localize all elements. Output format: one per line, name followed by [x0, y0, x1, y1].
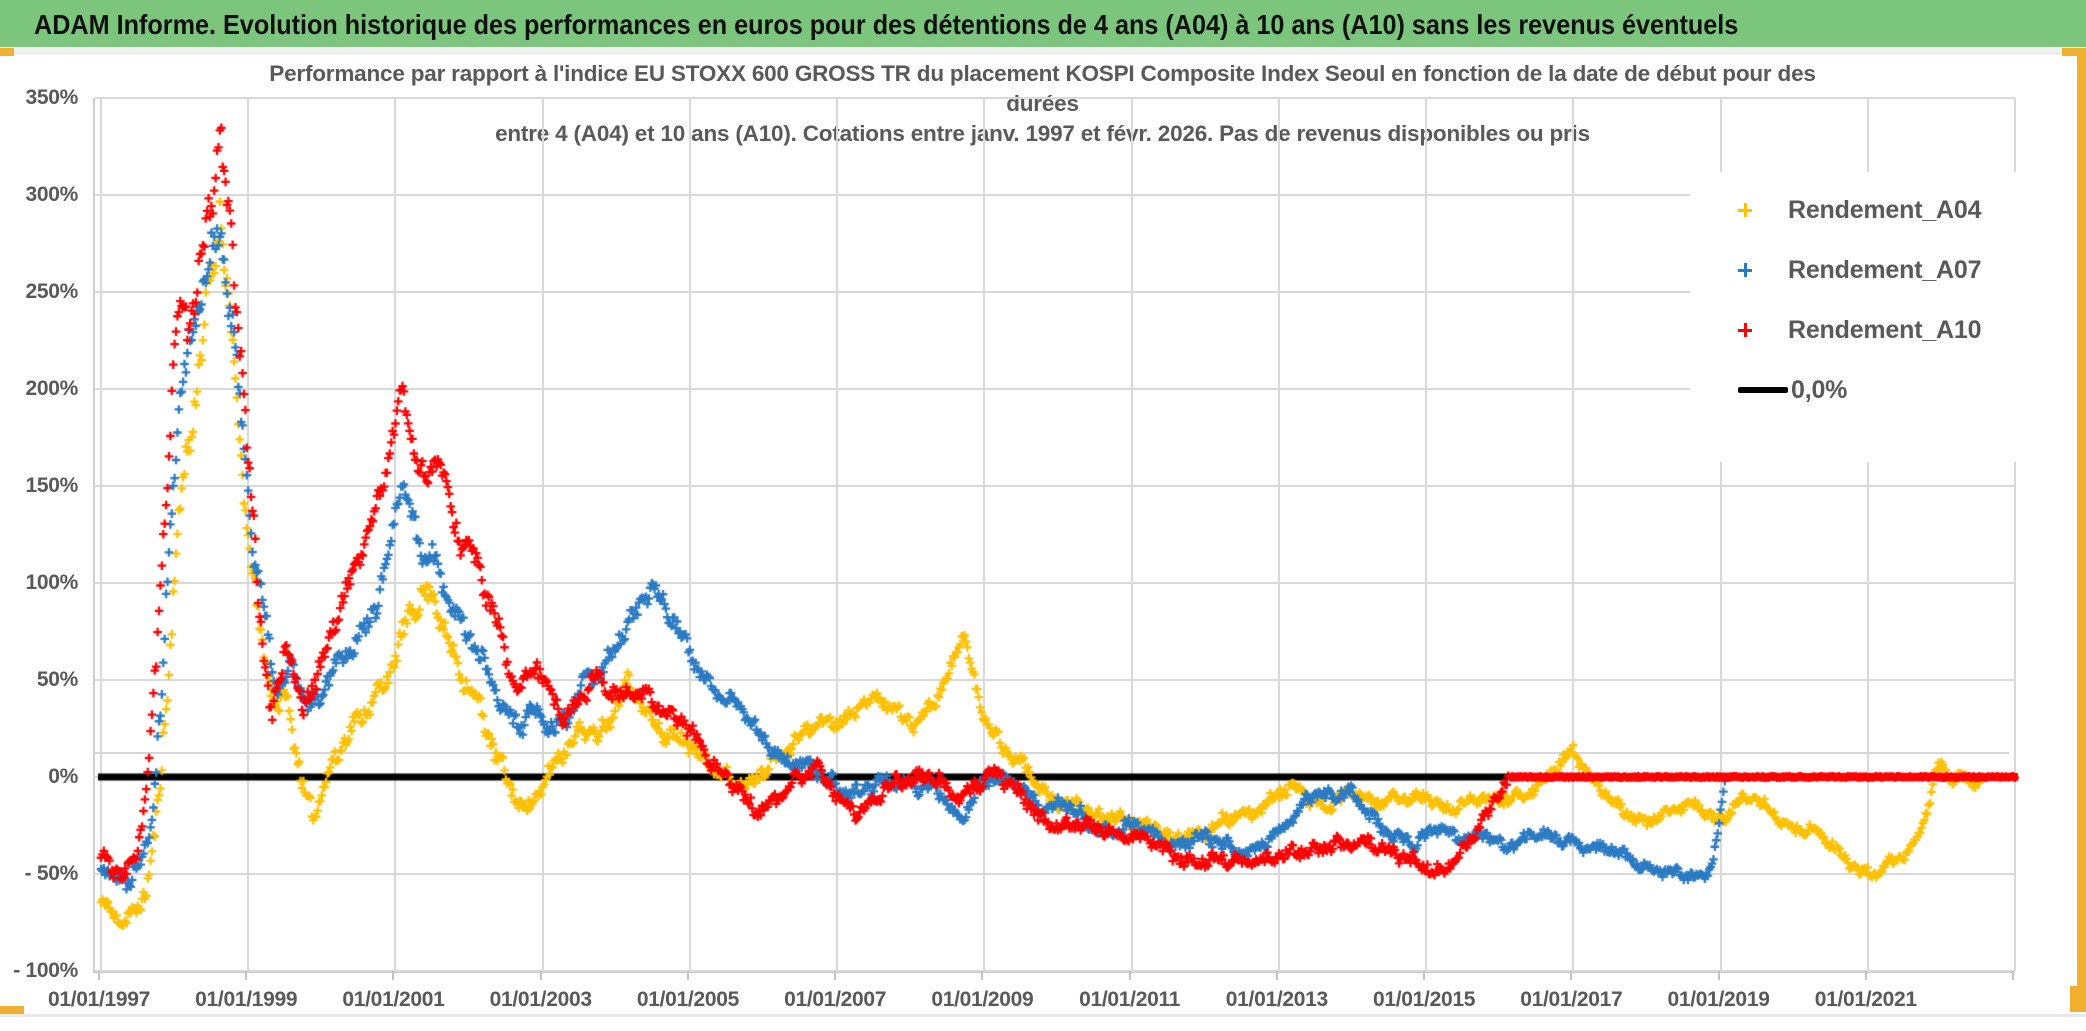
window-title: ADAM Informe. Evolution historique des p… [34, 9, 1739, 40]
x-tick-label-1999: 01/01/1999 [195, 988, 298, 1011]
legend-label: Rendement_A10 [1788, 315, 1982, 344]
x-tick-mark-1999 [245, 971, 248, 980]
y-tick-label-150: 150% [25, 474, 78, 497]
legend-label: Rendement_A04 [1788, 195, 1982, 224]
chart-legend: Rendement_A04 Rendement_A07 Rendement_A10 0… [1690, 172, 2016, 462]
x-tick-mark-2021 [1864, 971, 1867, 980]
x-tick-label-2013: 01/01/2013 [1225, 988, 1328, 1011]
x-tick-label-2007: 01/01/2007 [784, 988, 887, 1011]
y-tick-label-250: 250% [25, 280, 78, 303]
x-tick-mark-1997 [98, 971, 100, 980]
x-tick-mark-2001 [392, 971, 395, 980]
y-tick-label-0: 0% [48, 765, 78, 788]
legend-label: 0,0% [1791, 375, 1848, 404]
header-bar: ADAM Informe. Evolution historique des p… [0, 0, 2086, 47]
selection-accent-right-bottom [2070, 986, 2086, 1012]
chart-title-line-1: Performance par rapport à l'indice EU ST… [269, 61, 1816, 86]
x-tick-label-2003: 01/01/2003 [489, 988, 592, 1011]
x-tick-label-2019: 01/01/2019 [1667, 988, 1770, 1011]
x-tick-mark-2023 [2012, 971, 2014, 980]
x-tick-mark-2017 [1570, 971, 1573, 980]
y-tick-label-100: 100% [25, 571, 78, 594]
plus-marker-icon [1738, 263, 1752, 277]
y-tick-label-50: 50% [36, 668, 78, 691]
selection-accent-left-top [0, 48, 14, 56]
x-tick-label-1997: 01/01/1997 [47, 988, 151, 1011]
x-tick-mark-2019 [1717, 971, 1720, 980]
selection-accent-right-strip [2077, 48, 2086, 1012]
y-tick-label-200: 200% [25, 377, 78, 400]
window-bottom-edge [0, 1014, 2086, 1017]
x-tick-label-2015: 01/01/2015 [1373, 988, 1476, 1011]
plus-marker-icon [1738, 203, 1752, 217]
x-tick-mark-2011 [1128, 971, 1131, 980]
x-tick-label-2021: 01/01/2021 [1814, 988, 1917, 1011]
legend-item-rendement-a07[interactable]: Rendement_A07 [1690, 240, 2016, 300]
y-tick-label--100: - 100% [13, 959, 78, 982]
x-tick-mark-2013 [1275, 971, 1278, 980]
x-tick-label-2011: 01/01/2011 [1079, 988, 1181, 1011]
x-tick-label-2005: 01/01/2005 [636, 988, 739, 1011]
legend-item-rendement-a04[interactable]: Rendement_A04 [1690, 180, 2016, 240]
selection-accent-right-top [2062, 48, 2086, 56]
legend-item-0-0-[interactable]: 0,0% [1690, 360, 2016, 420]
zero-line-swatch-icon [1738, 387, 1788, 393]
x-tick-mark-2003 [539, 971, 542, 980]
header-separator [0, 47, 2086, 54]
y-tick-label-300: 300% [25, 183, 78, 206]
y-tick-label-350: 350% [25, 86, 78, 109]
x-tick-mark-2005 [686, 971, 689, 980]
plus-marker-icon [1738, 323, 1752, 337]
legend-item-rendement-a10[interactable]: Rendement_A10 [1690, 300, 2016, 360]
x-tick-label-2017: 01/01/2017 [1520, 988, 1623, 1011]
x-tick-mark-2015 [1423, 971, 1426, 980]
h-gridline--100 [95, 970, 2015, 972]
y-tick-label--50: - 50% [24, 862, 79, 885]
selection-accent-left-bottom [0, 1006, 24, 1016]
x-tick-label-2009: 01/01/2009 [931, 988, 1034, 1011]
x-tick-label-2001: 01/01/2001 [342, 988, 445, 1011]
legend-label: Rendement_A07 [1788, 255, 1982, 284]
x-tick-mark-2009 [981, 971, 984, 980]
x-tick-mark-2007 [834, 971, 837, 980]
